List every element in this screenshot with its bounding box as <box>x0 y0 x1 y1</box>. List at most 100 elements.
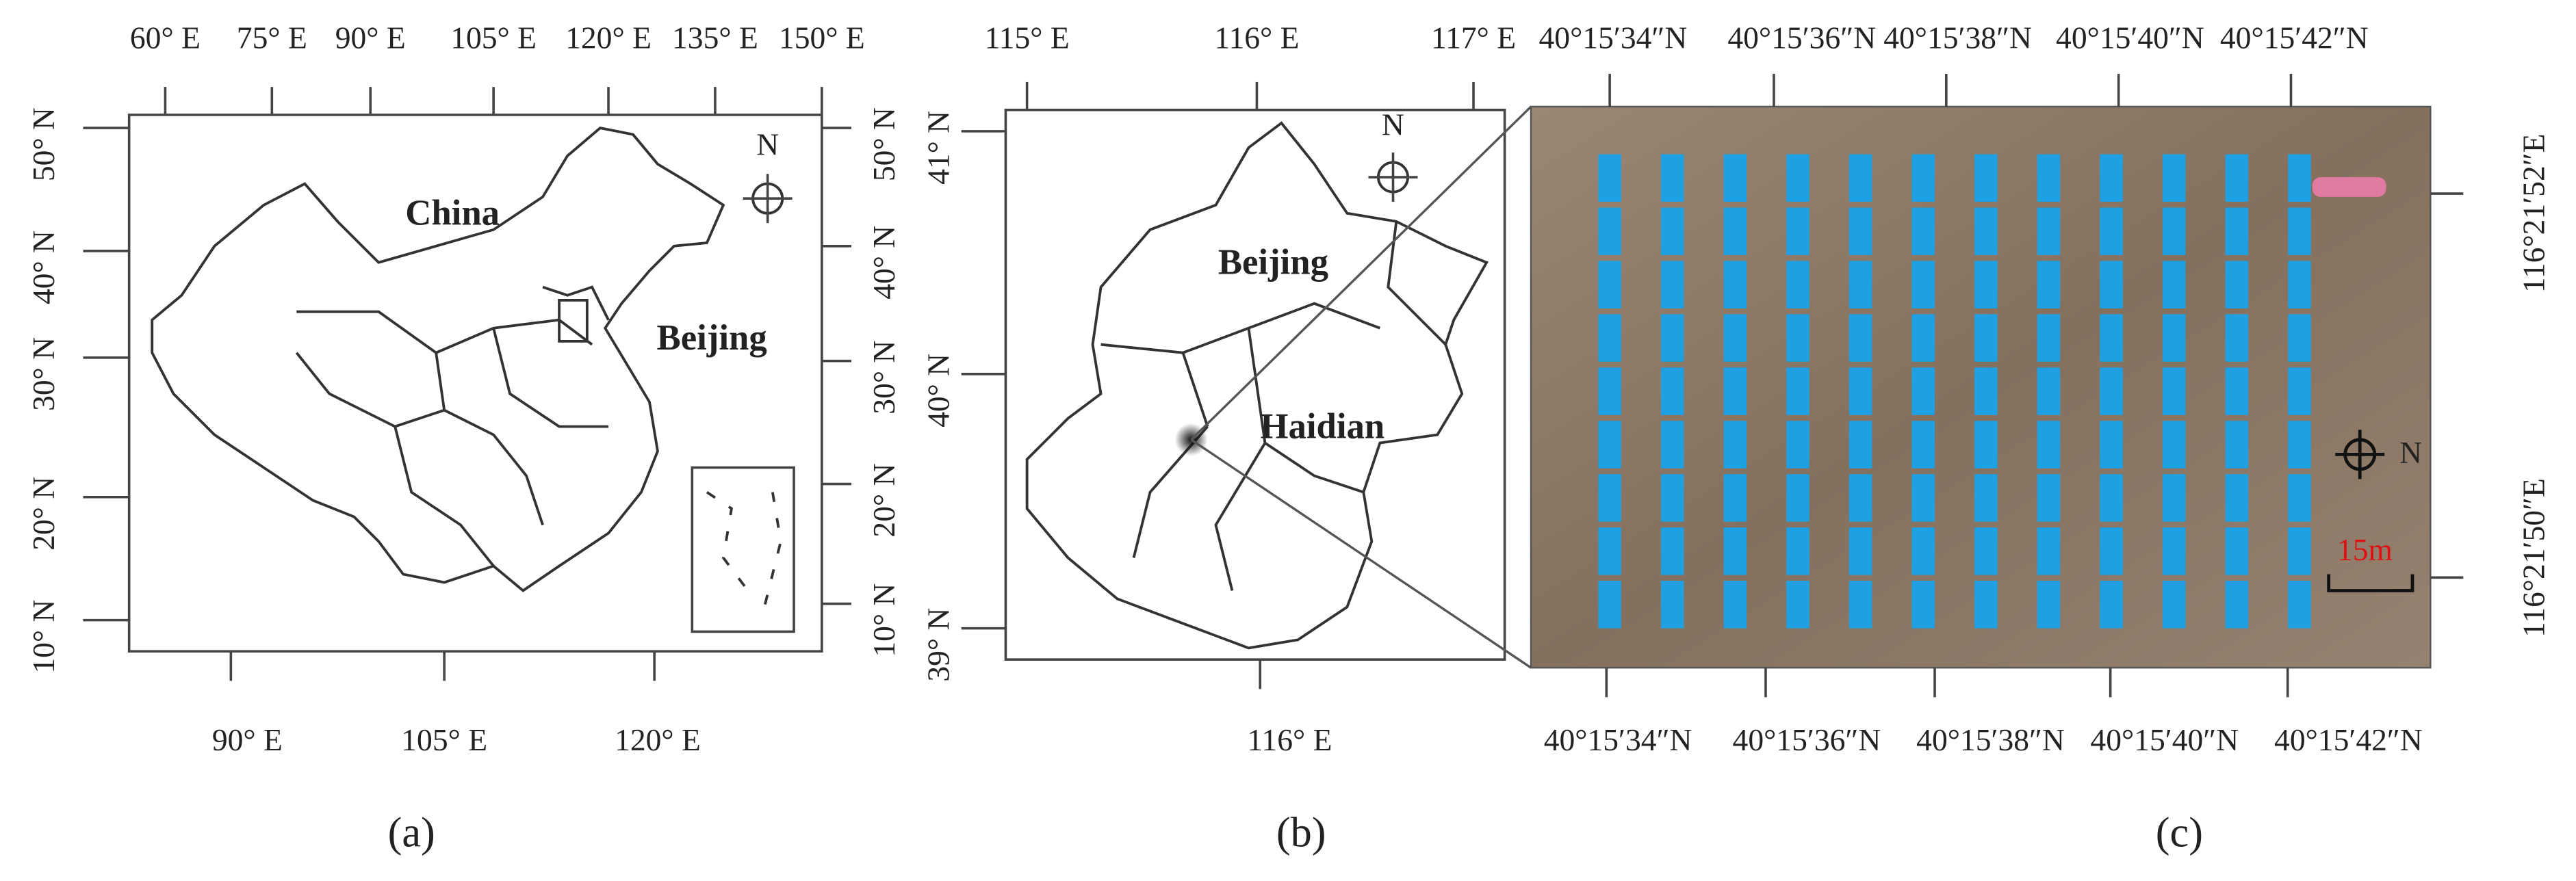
plot <box>1974 314 1998 362</box>
left-tick-label: 50° N <box>26 107 61 181</box>
plot <box>2288 314 2311 362</box>
bottom-tick-label: 40°15′34″N <box>1544 722 1692 757</box>
plot <box>1660 261 1684 308</box>
plot <box>1598 207 1621 255</box>
plot <box>1849 474 1872 522</box>
plot <box>1911 367 1935 415</box>
plot <box>1598 367 1621 415</box>
bottom-tick-label: 40°15′40″N <box>2090 722 2239 757</box>
vehicle <box>2312 177 2386 197</box>
plot <box>2162 261 2186 308</box>
top-tick-label: 115° E <box>985 20 1070 55</box>
plot <box>2288 367 2311 415</box>
plot <box>2037 581 2061 629</box>
plot <box>1723 207 1747 255</box>
panel-a <box>127 114 823 653</box>
inset-islands <box>706 490 782 607</box>
scale-bar <box>2327 574 2414 592</box>
plot <box>1974 421 1998 469</box>
plot <box>2037 154 2061 202</box>
plot <box>1974 581 1998 629</box>
plot <box>1786 527 1809 575</box>
plot <box>2225 207 2249 255</box>
bottom-tick-label: 40°15′36″N <box>1733 722 1881 757</box>
scale-label: 15m <box>2337 532 2393 567</box>
plot <box>1660 367 1684 415</box>
plot <box>1911 314 1935 362</box>
plot <box>2100 581 2123 629</box>
plot <box>2288 261 2311 308</box>
plot <box>2100 527 2123 575</box>
plot <box>1911 421 1935 469</box>
plot <box>2162 581 2186 629</box>
top-tick-label: 40°15′40″N <box>2056 20 2204 55</box>
plot <box>1660 474 1684 522</box>
top-tick-label: 116° E <box>1214 20 1299 55</box>
plot <box>1723 154 1747 202</box>
compass-label: N <box>2399 435 2422 470</box>
bottom-tick-label: 105° E <box>401 722 487 757</box>
plot <box>2037 367 2061 415</box>
district-lines <box>1100 221 1447 591</box>
plot <box>1911 474 1935 522</box>
plot <box>2100 207 2123 255</box>
top-tick-label: 40°15′34″N <box>1539 20 1688 55</box>
plot <box>2225 261 2249 308</box>
plot <box>1911 581 1935 629</box>
plot <box>1786 421 1809 469</box>
plot <box>2100 474 2123 522</box>
plot <box>2162 207 2186 255</box>
plot <box>2288 421 2311 469</box>
plot <box>2037 527 2061 575</box>
left-tick-label: 40° N <box>920 354 955 428</box>
compass-cross <box>1368 153 1418 202</box>
right-tick-label: 20° N <box>866 464 901 538</box>
labels: 60° E 75° E 90° E 105° E 120° E 135° E 150° E 9… <box>26 20 2551 856</box>
plot <box>1849 207 1872 255</box>
map-frame <box>1004 108 1506 661</box>
beijing-outline <box>1025 121 1489 650</box>
beijing-box <box>558 299 589 343</box>
plot <box>1598 527 1621 575</box>
plot <box>1849 581 1872 629</box>
top-tick-label: 150° E <box>779 20 865 55</box>
map-label: Haidian <box>1260 407 1384 447</box>
plot <box>1660 581 1684 629</box>
plot <box>2162 154 2186 202</box>
plot <box>1723 314 1747 362</box>
compass-label: N <box>756 127 779 161</box>
plot <box>2288 527 2311 575</box>
left-tick-label: 39° N <box>920 608 955 682</box>
top-tick-label: 40°15′36″N <box>1727 20 1876 55</box>
top-tick-label: 105° E <box>450 20 537 55</box>
plot <box>1598 474 1621 522</box>
plot <box>1723 581 1747 629</box>
plot <box>2225 367 2249 415</box>
plot <box>2100 154 2123 202</box>
plot <box>1598 154 1621 202</box>
zoom-lines <box>1190 105 1532 669</box>
plot <box>1660 207 1684 255</box>
plot <box>1974 474 1998 522</box>
top-tick-label: 60° E <box>130 20 201 55</box>
plot <box>1660 527 1684 575</box>
plot <box>1974 527 1998 575</box>
map-label: Beijing <box>657 318 767 358</box>
plot <box>1849 154 1872 202</box>
plot <box>2100 314 2123 362</box>
panel-c <box>1530 105 2432 669</box>
top-tick-label: 90° E <box>335 20 406 55</box>
plot <box>2225 314 2249 362</box>
province-lines <box>295 285 610 567</box>
plot <box>1660 421 1684 469</box>
plot <box>2037 207 2061 255</box>
plot <box>1849 527 1872 575</box>
plot <box>1974 207 1998 255</box>
plots <box>1598 154 2311 629</box>
bottom-tick-label: 90° E <box>212 722 283 757</box>
bottom-tick-label: 120° E <box>615 722 701 757</box>
panel-b <box>1004 105 1532 669</box>
right-tick-label: 10° N <box>866 583 901 657</box>
right-tick-label: 30° N <box>866 341 901 415</box>
